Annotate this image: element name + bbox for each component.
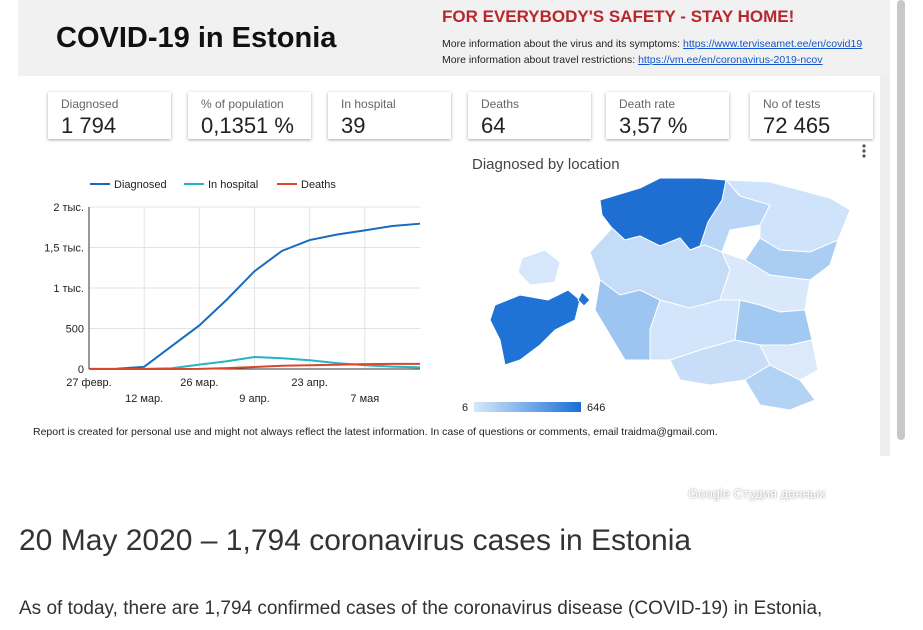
link[interactable]: https://vm.ee/en/coronavirus-2019-ncov xyxy=(638,54,823,66)
kpi-value: 0,1351 % xyxy=(201,113,294,138)
x-tick-label: 26 мар. xyxy=(180,377,218,389)
kpi-label: Death rate xyxy=(619,97,676,111)
kpi-label: Diagnosed xyxy=(61,97,119,111)
line-chart: 0 500 1 тыс. 1,5 тыс. 2 тыс. 27 февр. 12 мар. 2… xyxy=(44,179,421,405)
legend-label: In hospital xyxy=(208,179,258,191)
x-tick-label: 7 мая xyxy=(350,393,379,405)
kpi-card: Deaths 64 xyxy=(468,92,591,139)
kpi-label: Deaths xyxy=(481,97,520,111)
kpi-label: No of tests xyxy=(763,97,821,111)
map-region xyxy=(744,364,816,411)
page-title: COVID-19 in Estonia xyxy=(56,22,337,54)
article-heading: 20 May 2020 – 1,794 coronavirus cases in… xyxy=(19,524,692,557)
info-text: More information about travel restrictio… xyxy=(442,54,636,66)
header-band xyxy=(18,0,890,76)
kpi-card: % of population 0,1351 % xyxy=(188,92,311,139)
x-tick-label: 23 апр. xyxy=(291,377,328,389)
x-tick-label: 27 февр. xyxy=(66,377,111,389)
map-legend-max: 646 xyxy=(587,402,605,414)
link[interactable]: https://www.terviseamet.ee/en/covid19 xyxy=(683,38,863,50)
kebab-menu[interactable] xyxy=(862,144,866,158)
article-text: As of today, there are 1,794 confirmed c… xyxy=(19,598,823,619)
kpi-value: 39 xyxy=(341,113,366,138)
x-tick-label: 12 мар. xyxy=(125,393,163,405)
kpi-label: % of population xyxy=(201,97,284,111)
kpi-value: 64 xyxy=(481,113,506,138)
line xyxy=(89,362,421,370)
map xyxy=(489,177,851,411)
kpi-value: 72 465 xyxy=(763,113,831,138)
footer-note: Report is created for personal use and m… xyxy=(33,426,718,438)
y-tick-label: 500 xyxy=(66,324,84,336)
info-text: More information about the virus and its… xyxy=(442,38,681,50)
scrollbar[interactable] xyxy=(897,0,905,440)
map-region xyxy=(577,291,591,307)
y-tick-label: 1,5 тыс. xyxy=(44,243,84,255)
watermark: Google Студия данных xyxy=(688,486,826,501)
x-tick-label: 9 апр. xyxy=(239,393,269,405)
info-line: More information about travel restrictio… xyxy=(442,54,823,66)
map-region xyxy=(517,249,561,286)
slogan: FOR EVERYBODY'S SAFETY - STAY HOME! xyxy=(442,7,795,26)
map-legend-bar xyxy=(474,402,581,412)
y-tick-label: 2 тыс. xyxy=(53,202,84,214)
map-title: Diagnosed by location xyxy=(472,156,620,173)
y-tick-label: 1 тыс. xyxy=(53,283,84,295)
map-region xyxy=(489,289,581,366)
kpi-card: Death rate 3,57 % xyxy=(606,92,729,139)
legend-label: Diagnosed xyxy=(114,179,167,191)
kpi-value: 1 794 xyxy=(61,113,117,138)
info-line: More information about the virus and its… xyxy=(442,38,862,50)
kpi-value: 3,57 % xyxy=(619,113,688,138)
map-legend-min: 6 xyxy=(462,402,468,414)
kpi-card: In hospital 39 xyxy=(328,92,451,139)
y-tick-label: 0 xyxy=(78,364,84,376)
kpi-card: Diagnosed 1 794 xyxy=(48,92,171,139)
line xyxy=(88,222,421,370)
kpi-card: No of tests 72 465 xyxy=(750,92,873,139)
kpi-label: In hospital xyxy=(341,97,396,111)
right-gutter xyxy=(880,76,890,456)
legend-label: Deaths xyxy=(301,179,336,191)
